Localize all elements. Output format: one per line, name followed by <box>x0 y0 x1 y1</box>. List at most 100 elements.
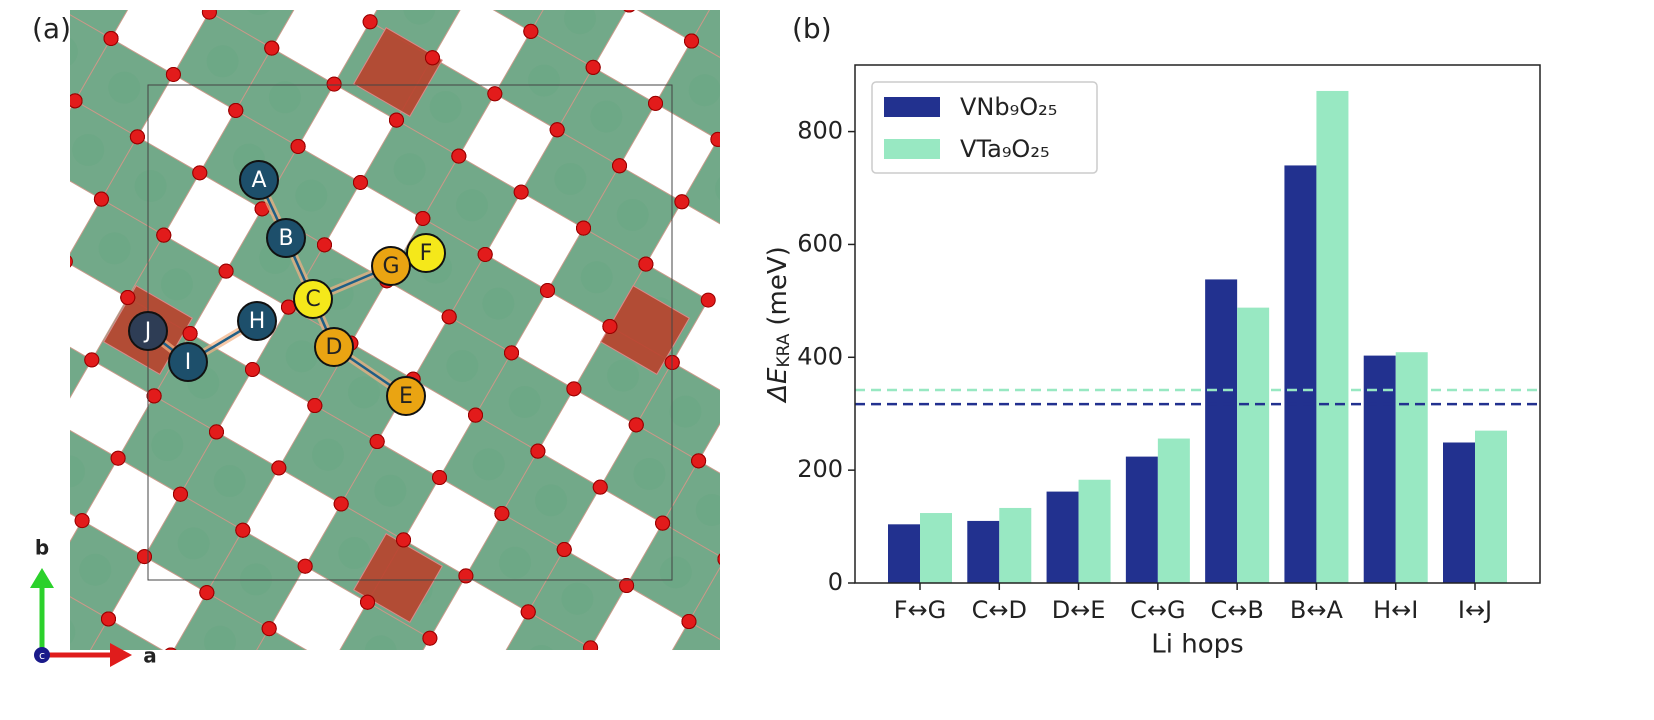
metal-atom <box>446 350 479 382</box>
y-tick-label: 200 <box>797 455 843 483</box>
oxygen-atom <box>441 309 457 325</box>
metal-atom <box>206 45 239 78</box>
oxygen-atom <box>540 282 556 298</box>
oxygen-atom <box>100 611 116 627</box>
octahedron <box>505 611 592 650</box>
bar <box>1237 307 1270 583</box>
metal-atom <box>240 563 272 596</box>
oxygen-atom <box>65 674 79 688</box>
site-label: I <box>185 350 192 375</box>
bar <box>1363 355 1396 583</box>
oxygen-atom <box>780 588 794 602</box>
metal-atom <box>616 198 649 231</box>
oxygen-atom <box>619 578 635 594</box>
oxygen-atom <box>681 614 697 630</box>
oxygen-atom <box>362 14 378 30</box>
oxygen-atom <box>461 0 475 2</box>
bar <box>888 524 920 583</box>
oxygen-atom <box>691 453 707 469</box>
oxygen-atom <box>271 460 287 476</box>
x-tick-label: C↔D <box>972 596 1027 624</box>
oxygen-atom <box>307 398 323 414</box>
oxygen-atom <box>520 604 536 620</box>
metal-atom <box>213 465 246 498</box>
panel-label: (b) <box>792 12 832 45</box>
v-octahedron <box>353 27 443 117</box>
site-label: F <box>420 241 433 266</box>
li-site <box>314 327 354 367</box>
oxygen-atom <box>549 122 565 138</box>
oxygen-atom <box>708 713 722 720</box>
x-tick-label: C↔B <box>1210 596 1263 624</box>
bar <box>999 507 1032 583</box>
metal-atom <box>590 100 623 133</box>
metal-atom <box>151 429 184 462</box>
bar <box>920 513 952 583</box>
li-site <box>406 233 446 273</box>
li-site <box>128 311 168 351</box>
site-label: B <box>278 226 293 251</box>
oxygen-atom <box>773 168 787 182</box>
oxygen-atom <box>316 237 332 253</box>
metal-atom <box>348 376 380 409</box>
metal-atom <box>715 177 720 201</box>
metal-atom <box>499 546 532 579</box>
oxygen-atom <box>325 658 339 672</box>
oxygen-atom <box>548 703 562 717</box>
y-label-symbol: ΔE <box>763 367 793 404</box>
bar <box>1125 456 1158 583</box>
oxygen-atom <box>523 23 539 39</box>
oxygen-atom <box>199 585 215 601</box>
oxygen-atom <box>261 621 277 637</box>
oxygen-atom <box>737 231 751 245</box>
octahedron <box>339 601 431 650</box>
y-tick-label: 400 <box>797 342 843 370</box>
oxygen-atom <box>93 191 109 207</box>
li-site <box>371 246 411 286</box>
oxygen-atom <box>192 165 208 181</box>
oxygen-atom <box>326 76 342 92</box>
oxygen-atom <box>396 532 412 548</box>
plot-frame <box>854 64 1541 584</box>
metal-atom <box>374 474 407 507</box>
metal-atom <box>607 359 640 392</box>
metal-atom <box>312 438 344 471</box>
oxygen-atom <box>747 70 761 84</box>
site-label: H <box>249 309 266 334</box>
oxygen-atom <box>717 553 720 565</box>
oxygen-atom <box>585 59 601 75</box>
oxygen-atom <box>710 131 720 147</box>
oxygen-atom <box>387 694 401 708</box>
metal-atom <box>160 268 193 301</box>
metal-atom <box>70 37 78 66</box>
metal-atom <box>508 386 541 418</box>
axis-label: c <box>39 649 45 662</box>
oxygen-atom <box>325 658 339 672</box>
x-tick-label: C↔G <box>1130 596 1185 624</box>
oxygen-atom <box>136 549 152 565</box>
site-label: G <box>382 254 399 279</box>
oxygen-atom <box>74 513 90 529</box>
x-tick-label: H↔I <box>1373 596 1418 624</box>
oxygen-atom <box>49 415 63 429</box>
oxygen-atom <box>6 58 20 72</box>
metal-atom <box>554 162 587 195</box>
bar <box>1046 491 1079 583</box>
metal-atom <box>695 494 720 526</box>
li-site <box>168 342 208 382</box>
oxygen-atom <box>42 0 56 9</box>
oxygen-atom <box>747 70 761 84</box>
li-site <box>293 279 333 319</box>
oxygen-atom <box>556 542 572 558</box>
li-site <box>386 376 426 416</box>
y-label-unit: (meV) <box>763 246 793 325</box>
legend-swatch <box>884 97 940 117</box>
metal-atom <box>268 81 301 114</box>
oxygen-atom <box>182 326 198 342</box>
bar <box>1316 90 1349 584</box>
metal-atom <box>688 74 720 107</box>
oxygen-atom <box>226 684 240 698</box>
octahedron <box>688 566 720 641</box>
metal-atom <box>669 395 702 428</box>
bar <box>1078 479 1111 583</box>
